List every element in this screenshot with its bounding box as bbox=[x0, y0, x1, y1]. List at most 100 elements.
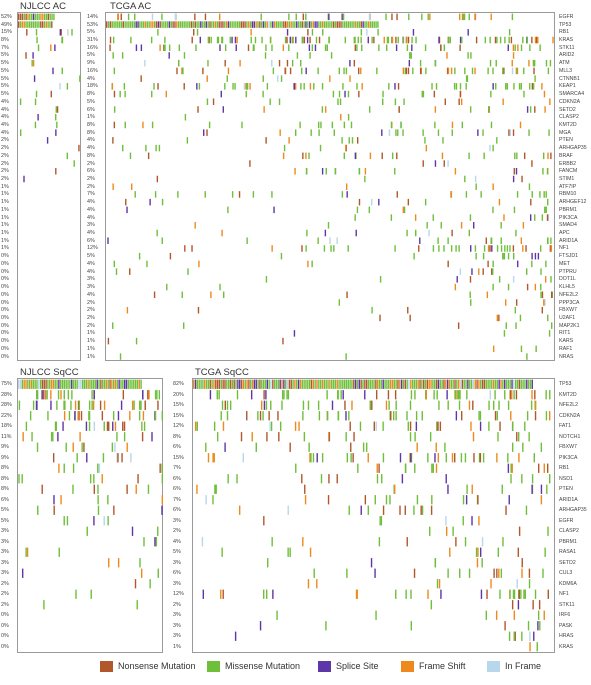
mutation-mark bbox=[492, 268, 494, 275]
mutation-mark bbox=[547, 152, 549, 160]
mutation-mark bbox=[266, 589, 268, 599]
mutation-mark bbox=[470, 421, 472, 431]
mutation-mark bbox=[72, 379, 75, 389]
mutation-mark bbox=[134, 191, 136, 198]
mutation-mark bbox=[117, 21, 119, 28]
mutation-mark bbox=[107, 237, 109, 244]
mutation-mark bbox=[358, 168, 361, 175]
mutation-mark bbox=[292, 21, 294, 28]
frequency-label: 31% bbox=[87, 37, 98, 44]
mutation-mark bbox=[505, 322, 507, 329]
mutation-mark bbox=[55, 106, 57, 113]
mutation-mark bbox=[242, 379, 245, 389]
mutation-mark bbox=[544, 206, 546, 214]
mutation-mark bbox=[52, 432, 54, 442]
mutation-mark bbox=[146, 21, 148, 28]
mutation-mark bbox=[245, 90, 247, 98]
mutation-mark bbox=[212, 453, 214, 463]
mutation-mark bbox=[124, 121, 126, 129]
mutation-mark bbox=[161, 495, 164, 505]
gene-label: KRAS bbox=[559, 643, 574, 650]
mutation-mark bbox=[294, 379, 296, 389]
mutation-mark bbox=[195, 44, 197, 51]
mutation-mark bbox=[123, 83, 126, 90]
mutation-mark bbox=[78, 411, 80, 421]
mutation-mark bbox=[458, 245, 460, 252]
frequency-label: 6% bbox=[87, 168, 95, 175]
mutation-mark bbox=[334, 379, 337, 389]
gene-label: NF1 bbox=[559, 245, 569, 252]
mutation-mark bbox=[545, 59, 548, 67]
mutation-mark bbox=[222, 421, 225, 431]
mutation-mark bbox=[543, 191, 545, 198]
mutation-mark bbox=[295, 36, 297, 44]
mutation-mark bbox=[534, 390, 536, 400]
mutation-mark bbox=[527, 621, 530, 631]
mutation-mark bbox=[202, 67, 204, 75]
mutation-mark bbox=[514, 306, 517, 314]
mutation-mark bbox=[331, 121, 334, 129]
mutation-mark bbox=[265, 44, 267, 51]
mutation-mark bbox=[524, 379, 526, 389]
mutation-mark bbox=[302, 400, 305, 410]
mutation-mark bbox=[213, 453, 215, 463]
mutation-mark bbox=[47, 379, 49, 389]
mutation-mark bbox=[421, 90, 423, 98]
mutation-mark bbox=[236, 390, 239, 400]
mutation-mark bbox=[390, 121, 393, 129]
mutation-mark bbox=[473, 222, 475, 229]
mutation-mark bbox=[492, 283, 494, 291]
mutation-mark bbox=[384, 379, 386, 389]
mutation-mark bbox=[126, 306, 129, 314]
mutation-mark bbox=[293, 330, 296, 337]
mutation-mark bbox=[261, 379, 263, 389]
mutation-mark bbox=[375, 21, 377, 28]
mutation-mark bbox=[302, 152, 304, 160]
mutation-mark bbox=[374, 495, 376, 505]
mutation-mark bbox=[135, 21, 137, 28]
mutation-mark bbox=[21, 568, 24, 578]
mutation-mark bbox=[534, 283, 537, 291]
mutation-mark bbox=[134, 13, 136, 21]
mutation-mark bbox=[224, 21, 226, 28]
mutation-mark bbox=[329, 237, 331, 244]
mutation-mark bbox=[308, 21, 311, 28]
mutation-mark bbox=[465, 75, 468, 82]
mutation-mark bbox=[379, 276, 382, 283]
mutation-mark bbox=[444, 98, 446, 106]
mutation-mark bbox=[201, 537, 204, 547]
mutation-mark bbox=[518, 453, 520, 463]
mutation-mark bbox=[529, 379, 532, 389]
frequency-label: 0% bbox=[1, 322, 9, 329]
frequency-label: 3% bbox=[1, 570, 9, 577]
mutation-mark bbox=[55, 129, 57, 136]
mutation-mark bbox=[191, 36, 193, 44]
mutation-mark bbox=[543, 152, 545, 160]
mutation-mark bbox=[540, 283, 542, 291]
mutation-mark bbox=[47, 13, 50, 21]
mutation-mark bbox=[395, 129, 397, 136]
gene-label: SMAD4 bbox=[559, 222, 577, 229]
mutation-mark bbox=[67, 390, 70, 400]
mutation-mark bbox=[157, 526, 159, 536]
mutation-mark bbox=[249, 21, 252, 28]
mutation-mark bbox=[355, 229, 357, 237]
mutation-mark bbox=[220, 411, 222, 421]
mutation-mark bbox=[379, 314, 381, 322]
mutation-mark bbox=[533, 67, 535, 75]
mutation-mark bbox=[221, 36, 224, 44]
mutation-mark bbox=[102, 379, 104, 389]
mutation-mark bbox=[416, 442, 418, 452]
mutation-mark bbox=[458, 98, 460, 106]
mutation-mark bbox=[387, 36, 389, 44]
mutation-mark bbox=[229, 36, 231, 44]
mutation-mark bbox=[492, 144, 494, 152]
mutation-mark bbox=[382, 505, 385, 515]
frequency-label: 2% bbox=[173, 528, 181, 535]
mutation-mark bbox=[25, 547, 27, 557]
legend-label: In Frame bbox=[505, 661, 542, 671]
mutation-mark bbox=[63, 379, 66, 389]
mutation-mark bbox=[459, 568, 461, 578]
gene-label: STIM1 bbox=[559, 175, 575, 182]
mutation-mark bbox=[278, 432, 280, 442]
